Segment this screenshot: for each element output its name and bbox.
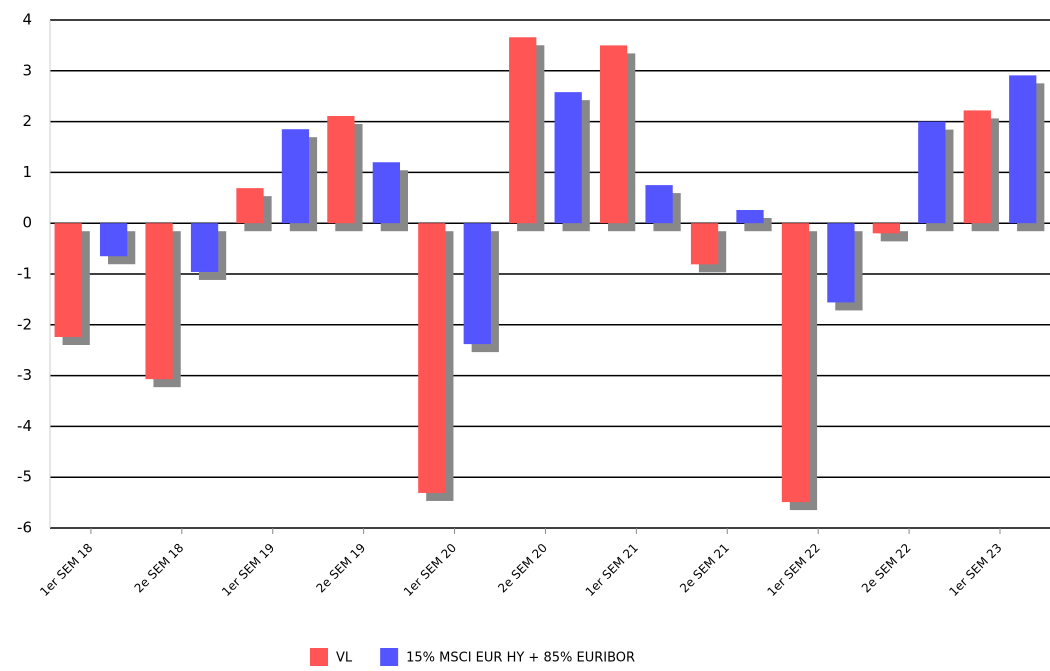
bar [963,110,991,224]
bar [327,116,355,224]
x-tick-label: 1er SEM 22 [765,541,823,599]
bar [645,185,673,224]
legend-swatch [380,648,399,666]
y-tick-label: -2 [17,315,32,333]
y-tick-label: 0 [22,214,32,232]
y-tick-label: 3 [22,61,32,79]
x-tick-label: 1er SEM 23 [946,541,1004,599]
y-tick-label: -1 [17,265,32,283]
y-tick-label: 2 [22,112,32,130]
bar-shadow [880,231,908,242]
bar [918,121,946,224]
x-tick-label: 2e SEM 22 [859,541,914,596]
bar [509,37,537,224]
y-tick-label: -4 [17,417,32,435]
y-tick-label: -3 [17,366,32,384]
x-tick-label: 2e SEM 19 [313,541,368,596]
bar [463,223,491,345]
bar [600,45,628,224]
bar [145,223,173,380]
legend-label: VL [336,651,353,666]
bar [54,223,82,337]
bar [236,188,264,224]
x-tick-label: 1er SEM 20 [401,541,459,599]
bar [827,223,855,303]
bar [1009,75,1037,224]
x-tick-label: 2e SEM 20 [495,541,550,596]
x-tick-label: 1er SEM 19 [219,541,277,599]
bars [54,37,1045,511]
legend-swatch [310,648,328,666]
y-tick-label: -5 [17,468,32,486]
x-tick-label: 1er SEM 18 [37,541,95,599]
bar [100,223,128,257]
bar [372,162,400,224]
x-tick-label: 2e SEM 18 [132,541,187,596]
bar [554,92,582,224]
bar [690,223,719,265]
y-tick-label: -6 [17,519,32,537]
bar [190,223,219,272]
y-tick-label: 4 [22,11,32,29]
bar [781,223,810,503]
bar [872,223,900,234]
bar [736,209,764,224]
x-tick-label: 1er SEM 21 [583,541,641,599]
bar [418,223,446,493]
legend-label: 15% MSCI EUR HY + 85% EURIBOR [406,651,635,666]
bar [281,129,310,224]
x-tick-label: 2e SEM 21 [677,541,732,596]
y-tick-label: 1 [22,163,32,181]
